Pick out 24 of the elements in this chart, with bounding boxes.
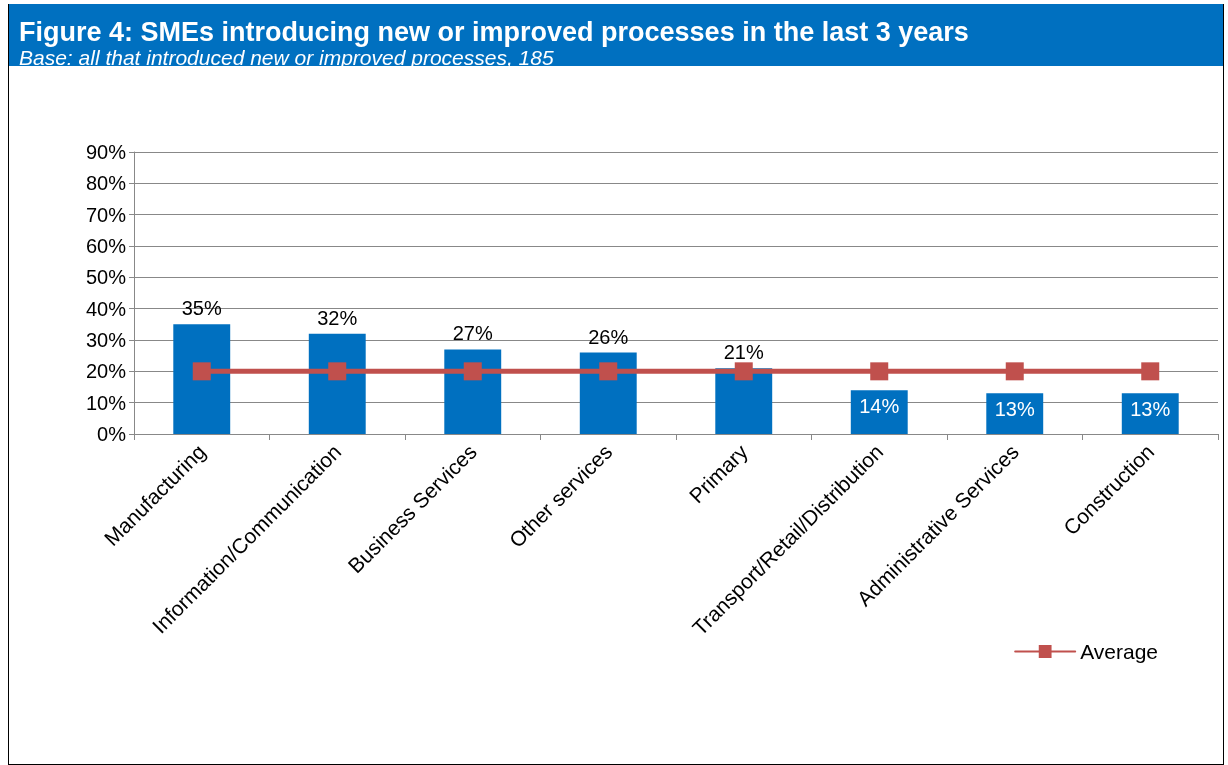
y-tick-label: 0%	[97, 423, 127, 445]
y-tick-label: 20%	[85, 360, 127, 383]
legend-label: Average	[1080, 640, 1159, 663]
data-label: 35%	[181, 297, 222, 320]
y-tick-label: 50%	[85, 266, 127, 289]
data-label: 14%	[859, 395, 900, 418]
bar	[308, 333, 366, 434]
y-tick-label: 90%	[85, 141, 127, 163]
data-label: 27%	[452, 322, 493, 345]
y-tick-label: 60%	[85, 235, 127, 257]
chart-title: Figure 4: SMEs introducing new or improved processes in the last 3 years	[19, 17, 970, 47]
data-label: 13%	[994, 398, 1035, 421]
data-label: 32%	[317, 306, 358, 329]
bar	[850, 390, 908, 434]
y-tick-label: 30%	[85, 329, 127, 351]
y-tick-label: 70%	[85, 203, 127, 226]
y-tick-label: 40%	[85, 297, 127, 320]
data-label: 13%	[1130, 398, 1171, 421]
y-tick-label: 80%	[85, 172, 127, 195]
bar	[173, 324, 231, 434]
y-tick-label: 10%	[85, 391, 127, 414]
data-label: 26%	[588, 325, 629, 348]
data-label: 21%	[723, 341, 764, 364]
chart-subtitle: Base: all that introduced new or improved processes, 185	[19, 46, 554, 70]
